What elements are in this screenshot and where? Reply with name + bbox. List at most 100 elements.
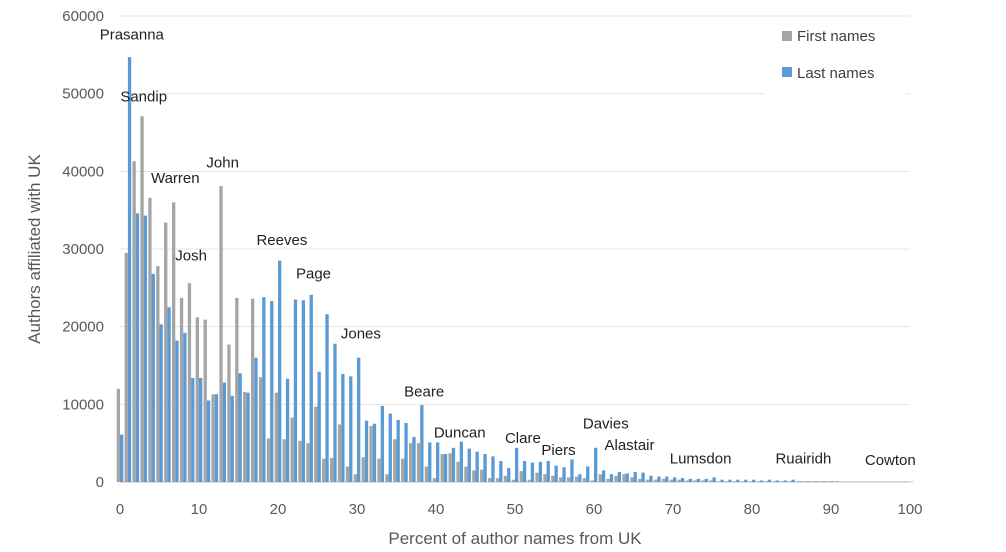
first-name-bar — [480, 469, 484, 482]
last-name-bar — [412, 436, 416, 482]
first-name-bar — [764, 481, 768, 482]
x-tick-label: 50 — [507, 501, 524, 518]
name-annotation: Warren — [151, 170, 200, 187]
last-names-series — [120, 57, 914, 482]
first-name-bar — [219, 186, 223, 482]
first-name-bar — [179, 297, 184, 482]
last-name-bar — [467, 448, 471, 482]
last-name-bar — [475, 451, 479, 482]
first-name-bar — [780, 481, 784, 482]
name-annotation: Cowton — [865, 452, 916, 469]
last-name-bar — [759, 480, 764, 482]
last-name-bar — [728, 479, 732, 482]
first-name-bar — [598, 474, 602, 482]
last-name-bar — [609, 474, 614, 482]
axes: 0 10000 20000 30000 40000 50000 60000 0 10 20 30 40… — [62, 8, 922, 518]
first-name-bar — [606, 478, 610, 482]
first-name-bar — [369, 426, 373, 482]
last-name-bar — [443, 454, 448, 482]
last-name-bar — [783, 480, 787, 482]
first-name-bar — [693, 480, 697, 482]
last-name-bar — [641, 472, 645, 482]
y-tick-label: 60000 — [62, 8, 104, 25]
last-name-bar — [578, 474, 582, 482]
y-tick-label: 50000 — [62, 86, 104, 103]
last-name-bar — [191, 377, 195, 482]
last-name-bar — [222, 382, 227, 482]
first-name-bar — [235, 297, 239, 482]
last-name-bar — [499, 461, 503, 482]
x-tick-label: 0 — [116, 501, 124, 518]
first-name-bar — [772, 481, 776, 482]
last-name-bar — [420, 405, 424, 482]
name-annotation: Sandip — [120, 88, 167, 105]
first-name-bar — [519, 471, 523, 482]
last-name-bar — [601, 470, 606, 482]
name-annotation: Prasanna — [100, 26, 165, 43]
first-name-bar — [156, 266, 160, 482]
last-name-bar — [775, 480, 780, 482]
first-name-bar — [171, 202, 176, 482]
first-name-bar — [401, 458, 405, 482]
first-name-bar — [724, 481, 729, 482]
last-name-bar — [349, 376, 353, 482]
last-name-bar — [120, 434, 124, 482]
last-name-bar — [436, 442, 440, 482]
first-name-bar — [535, 472, 539, 482]
first-name-bar — [116, 388, 120, 482]
first-name-bar — [464, 466, 468, 482]
first-name-bar — [266, 438, 271, 482]
y-tick-label: 0 — [96, 474, 104, 491]
y-tick-label: 30000 — [62, 241, 104, 258]
first-name-bar — [187, 283, 192, 482]
x-tick-label: 10 — [191, 501, 208, 518]
name-annotation: Beare — [404, 384, 444, 401]
first-name-bar — [677, 479, 681, 482]
first-name-bar — [472, 470, 476, 482]
last-name-bar — [625, 473, 629, 482]
last-name-bar — [507, 468, 511, 482]
x-tick-label: 80 — [744, 501, 761, 518]
first-name-bar — [377, 458, 381, 482]
y-tick-label: 40000 — [62, 163, 104, 180]
last-name-bar — [459, 441, 464, 482]
last-name-bar — [522, 461, 527, 482]
last-name-bar — [688, 478, 693, 482]
first-name-bar — [574, 476, 579, 482]
x-tick-label: 60 — [586, 501, 603, 518]
last-name-bar — [175, 340, 179, 482]
last-name-bar — [515, 447, 519, 482]
last-name-bar — [752, 479, 756, 482]
last-name-bar — [696, 478, 701, 482]
last-name-bar — [815, 481, 819, 482]
last-name-bar — [293, 299, 298, 482]
last-name-bar — [799, 481, 803, 482]
last-name-bar — [570, 459, 574, 482]
last-name-bar — [333, 343, 337, 482]
name-annotation: John — [206, 154, 239, 171]
first-name-bar — [661, 478, 666, 482]
name-annotation: Ruairidh — [775, 450, 831, 467]
first-name-bar — [456, 461, 460, 482]
first-name-bar — [164, 222, 168, 482]
last-name-bar — [562, 467, 566, 482]
legend-swatch-last-names — [782, 67, 792, 77]
last-name-bar — [270, 301, 274, 482]
last-name-bar — [791, 479, 795, 482]
first-name-bar — [559, 477, 563, 482]
first-name-bar — [551, 475, 555, 482]
last-name-bar — [325, 314, 329, 482]
first-name-bar — [543, 474, 547, 482]
last-name-bar — [127, 57, 132, 482]
first-name-bar — [258, 377, 263, 482]
first-name-bar — [590, 480, 594, 482]
first-name-bar — [811, 481, 816, 482]
first-name-bar — [638, 478, 642, 482]
name-annotation: Josh — [175, 248, 207, 265]
last-name-bar — [151, 273, 155, 482]
y-tick-label: 20000 — [62, 319, 104, 336]
first-name-bar — [329, 457, 334, 482]
last-name-bar — [680, 478, 685, 482]
first-name-bar — [195, 317, 199, 482]
